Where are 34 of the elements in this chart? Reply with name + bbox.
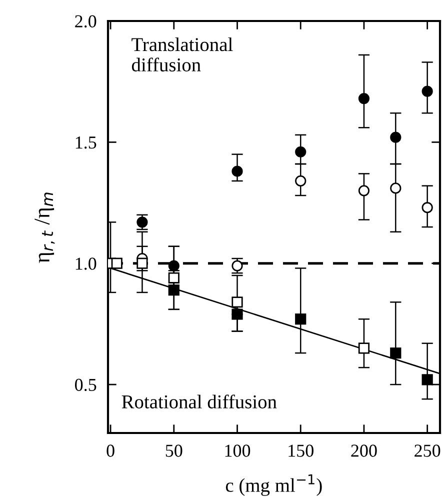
point xyxy=(422,374,433,386)
point xyxy=(232,308,243,320)
point xyxy=(232,166,243,177)
y-tick-label: 0.5 xyxy=(75,378,96,392)
y-tick-label: 1.5 xyxy=(76,136,96,149)
annotation: Rotational diffusion xyxy=(122,394,277,408)
x-tick-label: 50 xyxy=(166,444,182,457)
y-tick-label: 1.0 xyxy=(76,258,96,270)
y-axis-title: η$_{r,t}$ /η$_{m}$ xyxy=(34,192,55,263)
point xyxy=(168,272,180,284)
point xyxy=(168,260,180,272)
x-tick-label: 0 xyxy=(106,444,114,457)
point xyxy=(390,132,402,143)
x-tick-label: 200 xyxy=(351,444,377,457)
point xyxy=(422,202,433,214)
y-tick-label: 2.0 xyxy=(75,15,96,28)
point xyxy=(358,92,370,104)
point xyxy=(232,296,243,308)
point xyxy=(295,175,306,187)
point xyxy=(295,314,306,325)
x-tick-label: 250 xyxy=(414,444,440,457)
point xyxy=(358,185,370,196)
x-tick-label: 100 xyxy=(225,444,250,457)
x-tick-label: 150 xyxy=(288,444,314,457)
point xyxy=(168,284,180,296)
point xyxy=(295,146,306,158)
x-axis-title: c (mg ml$^{−1}$) xyxy=(226,474,322,496)
point xyxy=(390,347,402,359)
point xyxy=(111,258,122,269)
point xyxy=(136,258,148,269)
annotation: Translational diffusion xyxy=(132,37,233,72)
point xyxy=(422,86,433,97)
point xyxy=(358,342,370,354)
point xyxy=(390,182,402,194)
